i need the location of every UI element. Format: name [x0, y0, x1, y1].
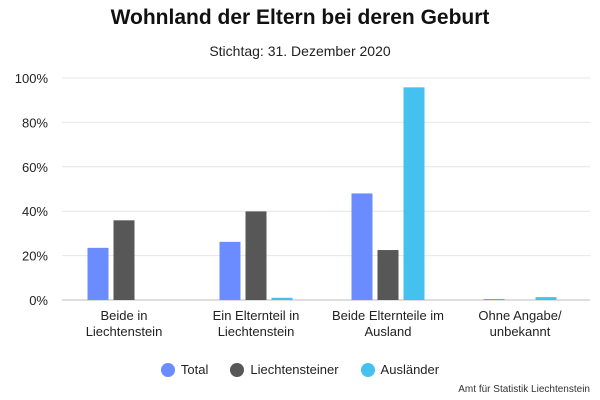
legend-label-auslaender: Ausländer: [380, 362, 440, 377]
bar: [483, 299, 505, 300]
y-tick-label: 80%: [22, 115, 48, 130]
bar: [351, 193, 373, 300]
y-tick-label: 40%: [22, 204, 48, 219]
x-category-label: Ohne Angabe/unbekannt: [478, 308, 562, 339]
bar: [535, 297, 557, 300]
y-tick-label: 60%: [22, 160, 48, 175]
legend: Total Liechtensteiner Ausländer: [0, 362, 600, 377]
bar: [403, 87, 425, 300]
legend-label-liechtensteiner: Liechtensteiner: [250, 362, 339, 377]
bar: [245, 211, 267, 300]
chart-title: Wohnland der Eltern bei deren Geburt: [110, 6, 490, 29]
source-note: Amt für Statistik Liechtenstein: [458, 384, 590, 395]
y-tick-label: 20%: [22, 249, 48, 264]
bar: [87, 247, 109, 300]
y-tick-label: 0%: [29, 293, 48, 308]
legend-label-total: Total: [180, 362, 209, 377]
y-tick-label: 100%: [15, 71, 49, 86]
legend-swatch-auslaender: [360, 362, 375, 377]
x-category-label: Beide in Liechtenstein: [86, 308, 163, 339]
bar: [219, 241, 241, 300]
legend-swatch-liechtensteiner: [230, 362, 245, 377]
legend-swatch-total: [160, 362, 175, 377]
x-category-label: Beide Elternteile im Ausland: [332, 308, 444, 339]
bar: [113, 220, 135, 300]
x-category-label: Ein Elternteil in Liechtenstein: [213, 308, 300, 339]
chart-subtitle: Stichtag: 31. Dezember 2020: [209, 43, 391, 59]
legend-item-total: Total: [160, 362, 209, 377]
legend-item-liechtensteiner: Liechtensteiner: [230, 362, 339, 377]
bar: [271, 297, 293, 300]
bar: [377, 250, 399, 300]
legend-item-auslaender: Ausländer: [360, 362, 440, 377]
